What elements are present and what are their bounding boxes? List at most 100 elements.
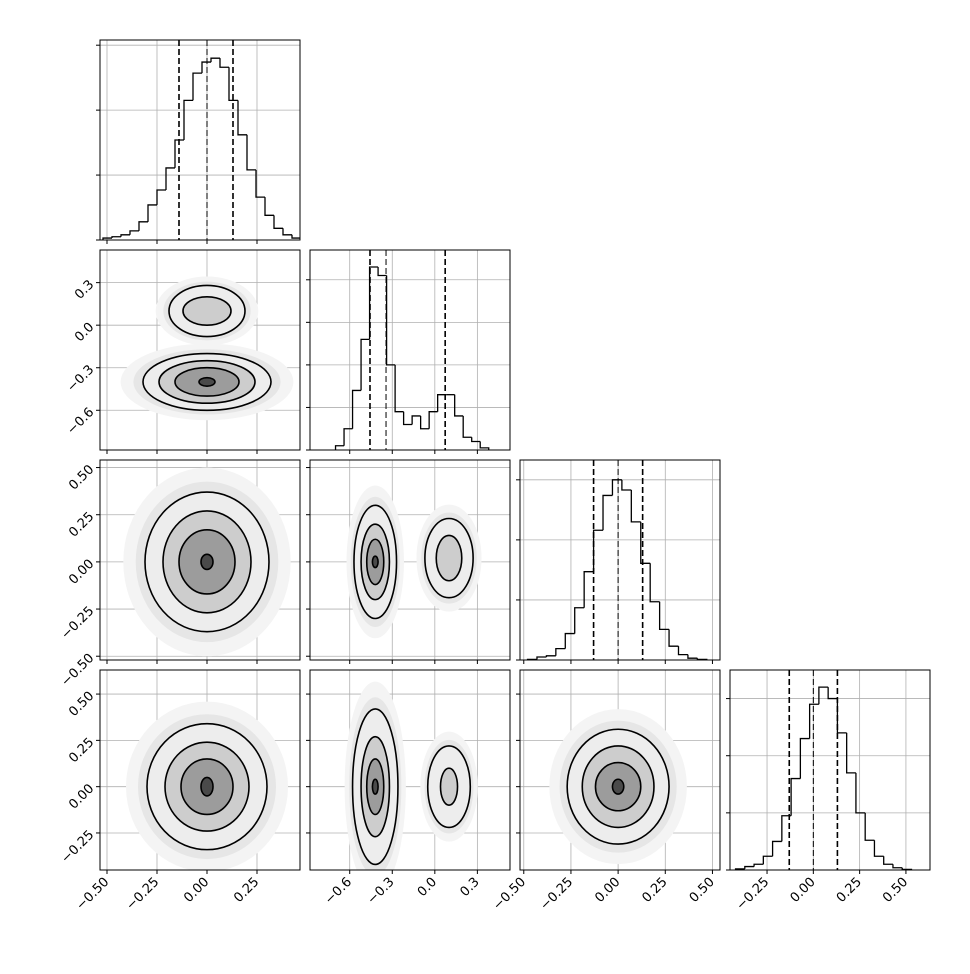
density-panel (520, 670, 720, 870)
contour-line (180, 758, 234, 816)
contour-line (164, 741, 250, 832)
histogram-step (855, 772, 866, 814)
histogram-step (790, 777, 801, 816)
contour-line (360, 735, 391, 838)
x-tick-label: 0.3 (457, 875, 482, 900)
x-tick-label: 0.0 (415, 875, 440, 900)
y-tick-label: −0.25 (59, 828, 98, 867)
contour-line (198, 376, 216, 387)
histogram-step (419, 415, 430, 430)
x-tick-label: −0.3 (365, 875, 398, 908)
density-panel (100, 460, 300, 660)
histogram-step (836, 698, 847, 734)
y-tick-label: 0.3 (72, 277, 97, 302)
histogram-step (602, 494, 613, 531)
histogram-step (437, 394, 447, 412)
density-fill (199, 377, 215, 387)
histogram-step (687, 654, 698, 659)
histogram-step (649, 563, 660, 603)
x-tick-label: 0.25 (640, 875, 671, 906)
histogram-step (255, 169, 265, 198)
x-tick-label: 0.00 (592, 875, 623, 906)
histogram-step (762, 855, 773, 865)
histogram-step (343, 428, 353, 446)
histogram-step (545, 655, 556, 657)
y-tick-label: 0.25 (66, 735, 97, 766)
histogram-step (360, 338, 370, 391)
panel-frame (99, 459, 301, 661)
histogram-step (799, 737, 810, 779)
histogram-step (111, 236, 121, 239)
histogram-step (668, 629, 679, 647)
panel-frame (519, 669, 721, 871)
histogram-step (237, 100, 247, 136)
contour-line (142, 352, 272, 412)
histogram-step (873, 840, 884, 857)
density-fill (201, 554, 213, 570)
histogram-step (583, 571, 594, 608)
histogram-step (471, 437, 481, 443)
histogram-step (864, 812, 875, 841)
y-tick-label: 0.25 (66, 509, 97, 540)
histogram-step (454, 394, 464, 417)
histogram-step (201, 61, 211, 74)
density-fill (201, 777, 213, 796)
contour-line (371, 778, 379, 795)
histogram-step (264, 197, 274, 216)
density-fill (440, 768, 458, 806)
density-fill (183, 296, 231, 326)
histogram-step (183, 99, 193, 140)
histogram-step (228, 67, 238, 102)
histogram-panel (310, 250, 510, 450)
histogram-step (273, 215, 283, 229)
density-fill (436, 535, 462, 581)
contour-line (426, 745, 472, 829)
histogram-step (892, 864, 903, 869)
histogram-step (282, 228, 292, 236)
contour-line (174, 366, 240, 397)
histogram-step (818, 686, 829, 705)
contour-line (360, 523, 391, 601)
contour-line (178, 529, 236, 595)
histogram-step (564, 632, 575, 649)
histogram-step (411, 415, 421, 425)
histogram-step (428, 411, 438, 429)
histogram-step (385, 275, 396, 366)
panel-frame (729, 669, 931, 871)
histogram-step (210, 57, 220, 63)
contour-line (365, 538, 385, 586)
contour-line (566, 728, 670, 845)
histogram-step (351, 389, 362, 429)
histogram-step (462, 415, 472, 438)
contour-line (611, 778, 625, 795)
contour-line (424, 517, 474, 599)
contour-line (162, 510, 252, 614)
contour-line (200, 553, 214, 571)
histogram-step (827, 687, 838, 700)
histogram-step (102, 237, 112, 240)
panel-frame (519, 459, 721, 661)
x-tick-label: −0.50 (74, 875, 113, 914)
panel-frame (99, 669, 301, 871)
histogram-step (781, 815, 792, 842)
y-tick-label: 0.50 (66, 462, 97, 493)
histogram-step (883, 856, 893, 865)
histogram-step (402, 411, 413, 426)
histogram-step (658, 601, 670, 631)
histogram-step (592, 529, 604, 572)
histogram-step (677, 646, 688, 656)
histogram-step (147, 204, 157, 222)
panel-frame (99, 39, 301, 241)
y-tick-label: −0.3 (64, 362, 97, 395)
histogram-step (555, 647, 566, 656)
contour-line (435, 534, 463, 582)
y-tick-label: 0.50 (66, 689, 97, 720)
histogram-step (744, 865, 755, 869)
histogram-step (574, 607, 585, 634)
density-fill (372, 779, 379, 795)
histogram-step (640, 521, 651, 564)
x-tick-label: −0.25 (734, 875, 773, 914)
contour-line (351, 708, 399, 866)
